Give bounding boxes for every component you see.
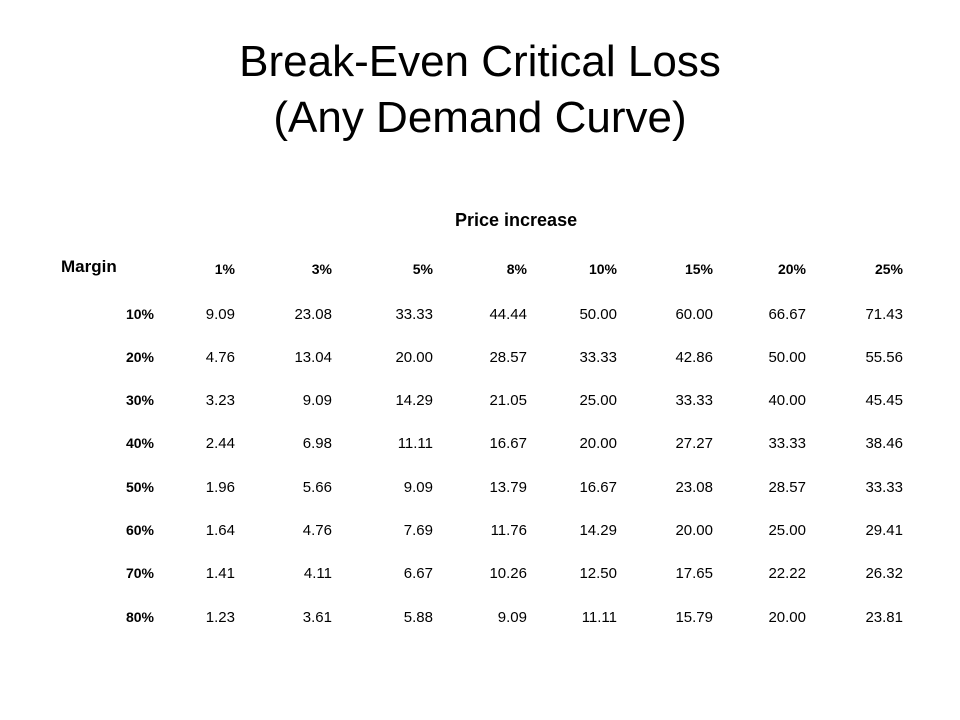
table-cell: 29.41 [865, 522, 903, 539]
table-cell: 9.09 [497, 609, 527, 626]
table-cell: 50.00 [768, 349, 806, 366]
table-cell: 15.79 [675, 609, 713, 626]
table-cell: 17.65 [675, 565, 713, 582]
row-label: 10% [125, 306, 154, 322]
slide-title-line-2: (Any Demand Curve) [273, 93, 687, 142]
table-cell: 3.23 [205, 392, 235, 409]
column-header: 5% [412, 261, 433, 277]
table-cell: 40.00 [768, 392, 806, 409]
table-cell: 55.56 [865, 349, 903, 366]
column-header: 8% [506, 261, 527, 277]
table-cell: 23.81 [865, 609, 903, 626]
row-label: 30% [125, 392, 154, 408]
table-cell: 50.00 [579, 306, 617, 323]
table-cell: 33.33 [768, 435, 806, 452]
table-cell: 28.57 [768, 479, 806, 496]
column-header: 25% [874, 261, 903, 277]
table-cell: 71.43 [865, 306, 903, 323]
table-cell: 33.33 [579, 349, 617, 366]
column-header: 10% [588, 261, 617, 277]
table-cell: 12.50 [579, 565, 617, 582]
table-cell: 14.29 [579, 522, 617, 539]
table-cell: 9.09 [302, 392, 332, 409]
table-cell: 11.11 [581, 609, 617, 626]
column-header: 20% [777, 261, 806, 277]
column-header: 15% [684, 261, 713, 277]
table-cell: 20.00 [675, 522, 713, 539]
table-cell: 3.61 [302, 609, 332, 626]
table-cell: 4.11 [303, 565, 332, 582]
table-cell: 20.00 [395, 349, 433, 366]
table-cell: 28.57 [489, 349, 527, 366]
table-cell: 6.98 [302, 435, 332, 452]
table-cell: 42.86 [675, 349, 713, 366]
table-cell: 26.32 [865, 565, 903, 582]
table-caption: Price increase [455, 210, 578, 230]
table-cell: 21.05 [489, 392, 527, 409]
row-header-label: Margin [61, 257, 117, 276]
row-label: 40% [125, 435, 154, 451]
table-cell: 11.11 [397, 435, 433, 452]
table-cell: 16.67 [579, 479, 617, 496]
table-cell: 4.76 [205, 349, 235, 366]
table-cell: 9.09 [205, 306, 235, 323]
table-cell: 45.45 [865, 392, 903, 409]
table-cell: 1.23 [205, 609, 235, 626]
table-cell: 14.29 [395, 392, 433, 409]
table-cell: 2.44 [205, 435, 235, 452]
table-cell: 10.26 [489, 565, 527, 582]
table-cell: 5.66 [302, 479, 332, 496]
table-cell: 6.67 [403, 565, 433, 582]
table-cell: 7.69 [403, 522, 433, 539]
slide-title-line-1: Break-Even Critical Loss [239, 37, 721, 86]
row-label: 50% [125, 479, 154, 495]
table-cell: 38.46 [865, 435, 903, 452]
column-header: 1% [214, 261, 235, 277]
table-cell: 27.27 [675, 435, 713, 452]
table-cell: 60.00 [675, 306, 713, 323]
table-cell: 20.00 [768, 609, 806, 626]
row-label: 80% [125, 609, 154, 625]
slide-title: Break-Even Critical Loss (Any Demand Cur… [0, 34, 960, 146]
table-cell: 22.22 [768, 565, 806, 582]
table-cell: 9.09 [403, 479, 433, 496]
table-cell: 20.00 [579, 435, 617, 452]
row-label: 20% [125, 349, 154, 365]
table-cell: 4.76 [302, 522, 332, 539]
table-cell: 11.76 [490, 522, 527, 539]
row-label: 70% [125, 565, 154, 581]
table-cell: 25.00 [768, 522, 806, 539]
table-cell: 13.04 [294, 349, 332, 366]
table-cell: 25.00 [579, 392, 617, 409]
row-label: 60% [125, 522, 154, 538]
table-cell: 5.88 [403, 609, 433, 626]
table-cell: 16.67 [489, 435, 527, 452]
column-header: 3% [311, 261, 332, 277]
table-cell: 13.79 [489, 479, 527, 496]
table-cell: 33.33 [675, 392, 713, 409]
table-cell: 33.33 [395, 306, 433, 323]
table-cell: 66.67 [768, 306, 806, 323]
table-cell: 1.64 [205, 522, 235, 539]
table-cell: 1.96 [205, 479, 235, 496]
table-cell: 33.33 [865, 479, 903, 496]
table-cell: 1.41 [205, 565, 235, 582]
table-cell: 23.08 [675, 479, 713, 496]
table-cell: 23.08 [294, 306, 332, 323]
table-cell: 44.44 [489, 306, 527, 323]
